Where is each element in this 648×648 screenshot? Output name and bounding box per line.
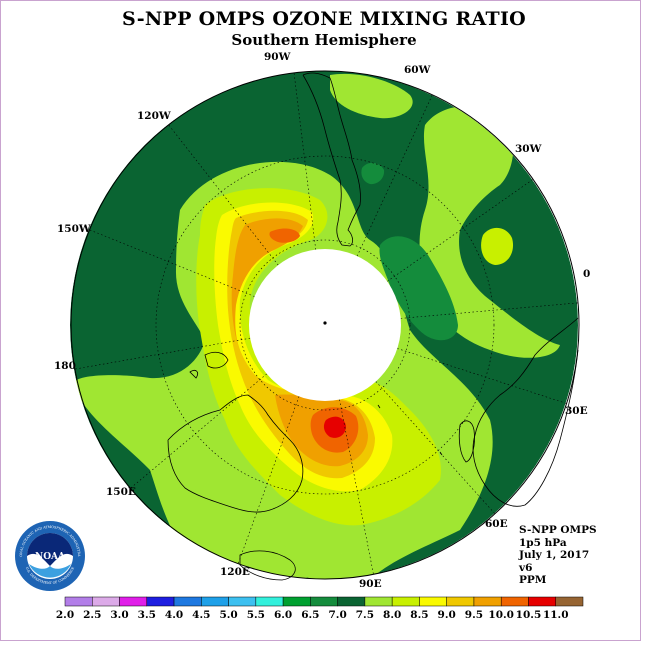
- colorbar-label: 9.0: [438, 609, 456, 621]
- lon-label-60e: 60E: [485, 518, 508, 530]
- coast-madagascar: [458, 420, 475, 463]
- colorbar-box: [64, 596, 93, 607]
- colorbar-label: 8.5: [410, 609, 428, 621]
- colorbar-label: 6.0: [274, 609, 292, 621]
- colorbar-box: [337, 596, 366, 607]
- info-block: S-NPP OMPS 1p5 hPa July 1, 2017 v6 PPM: [519, 524, 597, 587]
- colorbar-label: 7.0: [328, 609, 346, 621]
- logo-text: NOAA: [35, 552, 66, 562]
- colorbar-box: [146, 596, 175, 607]
- colorbar-label: 10.5: [516, 609, 542, 621]
- latitude-circle: [155, 155, 495, 495]
- logo-bird-shape: [27, 533, 73, 566]
- info-units: PPM: [519, 574, 547, 586]
- lon-label-90w: 90W: [264, 51, 291, 63]
- map-border: [70, 70, 580, 580]
- colorbar-label: 3.0: [110, 609, 128, 621]
- coast-south-america: [302, 72, 361, 247]
- coast-indonesia: [239, 550, 296, 581]
- colorbar-boxes: [64, 596, 584, 607]
- colorbar-label: 11.0: [543, 609, 569, 621]
- coast-australia: [167, 394, 304, 513]
- info-version: v6: [519, 561, 533, 574]
- logo-wave-shape: [29, 564, 71, 578]
- lon-label-0: 0: [583, 268, 591, 280]
- info-instrument: S-NPP OMPS: [519, 524, 597, 536]
- colorbar-box: [500, 596, 529, 607]
- figure-frame: [0, 0, 641, 641]
- lon-label-120e: 120E: [220, 566, 250, 578]
- colorbar-box: [201, 596, 229, 607]
- coast-indian-ocean-islands: [377, 404, 443, 456]
- field-7.5-ne: [330, 73, 413, 119]
- colorbar-box: [528, 596, 556, 607]
- colorbar-label: 2.0: [56, 609, 74, 621]
- colorbar-box: [282, 596, 311, 607]
- colorbar-label: 2.5: [83, 609, 101, 621]
- colorbar-label: 10.0: [488, 609, 514, 621]
- graticule: [74, 72, 579, 575]
- colorbar: 2.0 2.5 3.0 3.5 4.0 4.5 5.0 5.5 6.0 6.5 7.0 7.5 8.0 8…: [56, 596, 584, 621]
- colorbar-label: 9.5: [465, 609, 483, 621]
- colorbar-box: [419, 596, 447, 607]
- lon-label-180: 180: [54, 360, 76, 372]
- colorbar-box: [119, 596, 148, 607]
- lon-label-30e: 30E: [565, 405, 588, 417]
- colorbar-box: [228, 596, 257, 607]
- field-6.5-b: [361, 162, 385, 185]
- coast-new-zealand: [189, 351, 229, 379]
- coast-africa: [472, 317, 579, 507]
- lon-label-120w: 120W: [137, 110, 171, 122]
- colorbar-box: [255, 596, 284, 607]
- colorbar-box: [310, 596, 338, 607]
- noaa-logo: NOAA NATIONAL OCEANIC AND ATMOSPHERIC AD…: [14, 520, 85, 591]
- colorbar-label: 5.0: [219, 609, 237, 621]
- map-subtitle: Southern Hemisphere: [231, 31, 417, 49]
- colorbar-box: [173, 596, 202, 607]
- colorbar-label: 4.5: [192, 609, 210, 621]
- colorbar-label: 7.5: [356, 609, 374, 621]
- missing-data-region: [249, 249, 401, 401]
- lon-label-150e: 150E: [106, 486, 136, 498]
- field-7.5-sw: [150, 470, 310, 579]
- lon-label-60w: 60W: [404, 64, 431, 76]
- colorbar-box: [92, 596, 120, 607]
- field-10.5: [323, 416, 346, 438]
- colorbar-label: 5.5: [247, 609, 265, 621]
- map-title: S-NPP OMPS OZONE MIXING RATIO: [121, 8, 527, 30]
- colorbar-label: 4.0: [165, 609, 183, 621]
- field-10.0: [269, 228, 300, 243]
- colorbar-box: [473, 596, 502, 607]
- info-date: July 1, 2017: [519, 549, 590, 561]
- colorbar-label: 6.5: [301, 609, 319, 621]
- south-pole-marker: [323, 321, 327, 325]
- colorbar-label: 8.0: [383, 609, 401, 621]
- latitude-circle: [239, 239, 411, 411]
- lon-label-150w: 150W: [57, 223, 91, 235]
- colorbar-box: [446, 596, 475, 607]
- field-9.5: [231, 218, 303, 350]
- lon-label-90e: 90E: [359, 578, 382, 590]
- field-7.5-east: [419, 106, 560, 358]
- field-6.5-a: [379, 236, 458, 341]
- colorbar-box: [555, 596, 584, 607]
- colorbar-box: [391, 596, 420, 607]
- colorbar-box: [364, 596, 393, 607]
- info-level: 1p5 hPa: [519, 536, 567, 549]
- lon-label-30w: 30W: [515, 143, 542, 155]
- colorbar-label: 3.5: [138, 609, 156, 621]
- colorbar-labels: 2.0 2.5 3.0 3.5 4.0 4.5 5.0 5.5 6.0 6.5 7.0 7.5 8.0 8…: [56, 609, 569, 621]
- field-8.0-east: [481, 227, 514, 265]
